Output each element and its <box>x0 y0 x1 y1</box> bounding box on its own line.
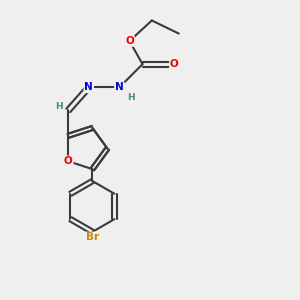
Text: O: O <box>170 59 178 69</box>
Text: O: O <box>64 156 73 166</box>
Text: H: H <box>55 102 63 111</box>
Text: Br: Br <box>86 232 99 242</box>
Text: N: N <box>115 82 124 92</box>
Text: O: O <box>125 36 134 46</box>
Text: N: N <box>84 82 93 92</box>
Text: H: H <box>127 93 134 102</box>
